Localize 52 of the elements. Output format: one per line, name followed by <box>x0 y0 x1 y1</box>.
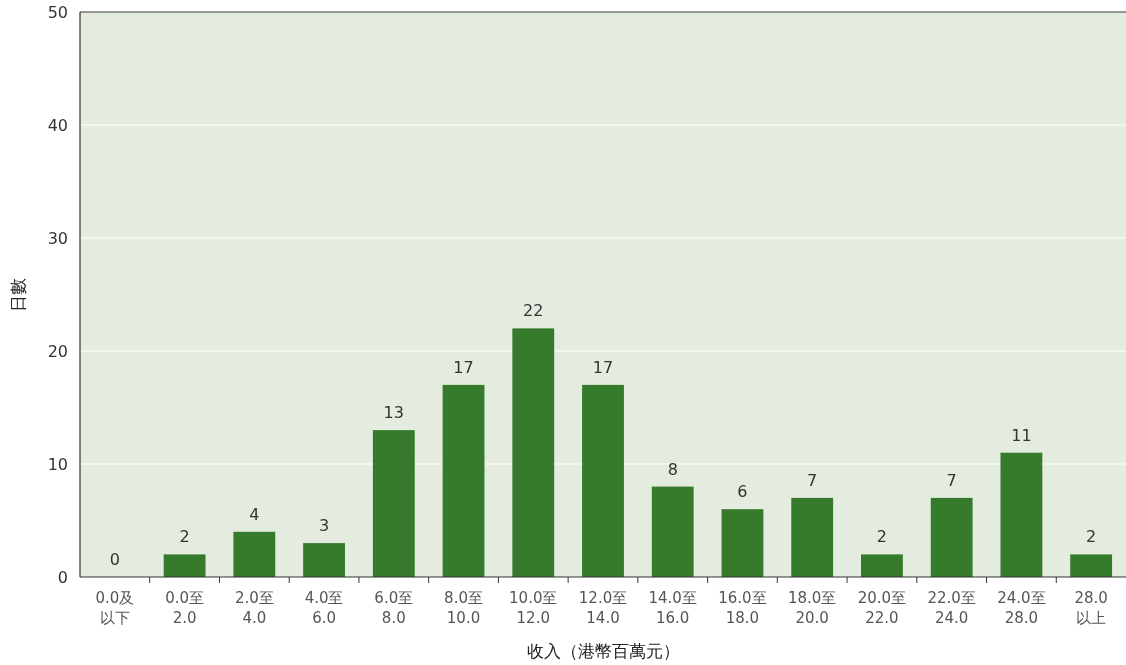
bar <box>791 497 834 577</box>
x-tick-label: 18.0至 20.0 <box>788 589 837 627</box>
x-tick-label: 8.0至 10.0 <box>444 589 483 627</box>
data-label: 4 <box>249 504 260 524</box>
data-label: 2 <box>179 527 190 547</box>
bar <box>512 328 555 577</box>
x-tick-label: 28.0 以上 <box>1074 589 1108 627</box>
data-label: 11 <box>1011 425 1032 445</box>
bar <box>372 430 415 577</box>
x-axis-title: 收入（港幣百萬元） <box>526 641 680 661</box>
x-tick-label: 14.0至 16.0 <box>648 589 697 627</box>
y-tick-label: 40 <box>47 116 68 135</box>
bar <box>651 486 694 577</box>
data-label: 6 <box>737 482 748 502</box>
y-tick-label: 0 <box>57 568 68 587</box>
bar <box>303 543 345 577</box>
data-label: 7 <box>946 470 957 490</box>
x-tick-label: 6.0至 8.0 <box>374 589 414 627</box>
data-label: 3 <box>318 516 330 536</box>
data-label: 13 <box>383 403 404 423</box>
bar <box>861 554 903 577</box>
bar <box>1070 554 1113 577</box>
data-label: 22 <box>523 301 544 321</box>
bar <box>1000 452 1043 577</box>
y-tick-label: 10 <box>47 455 68 474</box>
x-tick-label: 0.0及以下 <box>95 589 135 627</box>
bar <box>233 531 276 577</box>
x-tick-label: 22.0至 24.0 <box>927 589 976 627</box>
x-tick-label: 0.0至 2.0 <box>165 589 205 627</box>
data-label: 17 <box>592 357 614 377</box>
bar <box>721 509 764 577</box>
bar <box>582 384 624 577</box>
bar <box>442 384 485 577</box>
y-axis-title: 日數 <box>8 277 28 312</box>
data-label: 17 <box>453 357 474 377</box>
data-label: 7 <box>807 470 818 490</box>
x-tick-label: 20.0至 22.0 <box>857 589 907 627</box>
bar <box>163 554 206 577</box>
x-tick-label: 2.0至 4.0 <box>234 589 274 627</box>
x-tick-label: 12.0至 14.0 <box>578 589 628 627</box>
data-label: 8 <box>667 459 678 479</box>
y-tick-label: 50 <box>47 3 68 22</box>
x-tick-label: 10.0至 12.0 <box>509 589 558 627</box>
y-tick-label: 20 <box>47 342 68 361</box>
bar <box>930 497 973 577</box>
x-tick-label: 4.0至 6.0 <box>304 589 344 627</box>
data-label: 0 <box>109 550 120 569</box>
x-tick-label: 24.0至 28.0 <box>997 589 1046 627</box>
data-label: 2 <box>876 527 888 547</box>
data-label: 2 <box>1086 527 1097 547</box>
x-tick-label: 16.0至 18.0 <box>718 589 767 627</box>
y-tick-label: 30 <box>47 229 68 248</box>
